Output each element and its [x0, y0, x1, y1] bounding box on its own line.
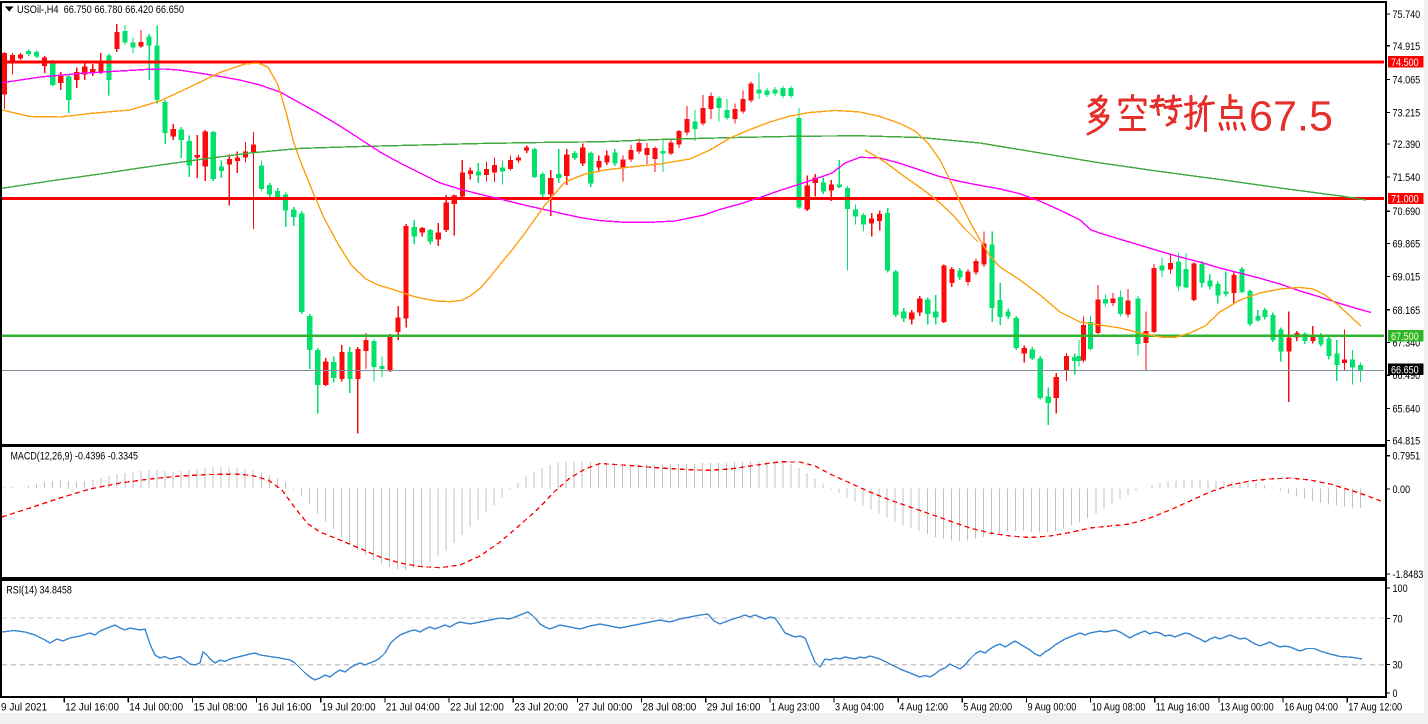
svg-text:64.815: 64.815: [1393, 436, 1421, 448]
svg-text:RSI(14) 34.8458: RSI(14) 34.8458: [6, 585, 72, 597]
svg-text:19 Jul 20:00: 19 Jul 20:00: [322, 702, 376, 714]
svg-text:70: 70: [1393, 614, 1403, 626]
svg-text:17 Aug 12:00: 17 Aug 12:00: [1348, 702, 1402, 714]
svg-text:16 Jul 16:00: 16 Jul 16:00: [258, 702, 312, 714]
svg-text:66.650: 66.650: [1391, 364, 1419, 376]
svg-text:21 Jul 04:00: 21 Jul 04:00: [386, 702, 440, 714]
svg-text:5 Aug 20:00: 5 Aug 20:00: [963, 702, 1012, 714]
svg-text:100: 100: [1393, 583, 1408, 595]
svg-text:67.500: 67.500: [1391, 331, 1419, 343]
svg-text:3 Aug 04:00: 3 Aug 04:00: [835, 702, 884, 714]
svg-text:11 Aug 16:00: 11 Aug 16:00: [1156, 702, 1210, 714]
svg-text:74.065: 74.065: [1393, 75, 1421, 87]
svg-text:27 Jul 00:00: 27 Jul 00:00: [578, 702, 632, 714]
svg-text:71.000: 71.000: [1391, 194, 1419, 206]
svg-text:69.015: 69.015: [1393, 272, 1421, 284]
svg-text:65.640: 65.640: [1393, 403, 1421, 415]
svg-text:4 Aug 12:00: 4 Aug 12:00: [899, 702, 948, 714]
svg-text:13 Aug 00:00: 13 Aug 00:00: [1220, 702, 1274, 714]
svg-text:12 Jul 16:00: 12 Jul 16:00: [65, 702, 119, 714]
svg-text:22 Jul 12:00: 22 Jul 12:00: [450, 702, 504, 714]
svg-text:73.215: 73.215: [1393, 108, 1421, 120]
svg-text:MACD(12,26,9) -0.4396 -0.3345: MACD(12,26,9) -0.4396 -0.3345: [11, 451, 139, 463]
svg-text:29 Jul 16:00: 29 Jul 16:00: [707, 702, 761, 714]
svg-text:74.500: 74.500: [1391, 57, 1419, 69]
svg-text:23 Jul 20:00: 23 Jul 20:00: [514, 702, 568, 714]
svg-text:68.165: 68.165: [1393, 305, 1421, 317]
svg-text:9 Jul 2021: 9 Jul 2021: [1, 702, 47, 714]
svg-text:28 Jul 08:00: 28 Jul 08:00: [643, 702, 697, 714]
svg-text:-1.8483: -1.8483: [1393, 569, 1424, 581]
svg-text:15 Jul 08:00: 15 Jul 08:00: [194, 702, 248, 714]
svg-text:72.390: 72.390: [1393, 139, 1421, 151]
svg-text:71.540: 71.540: [1393, 172, 1421, 184]
svg-text:70.690: 70.690: [1393, 206, 1421, 218]
svg-text:30: 30: [1393, 660, 1403, 672]
svg-text:0.7951: 0.7951: [1393, 451, 1421, 463]
svg-text:67.5: 67.5: [1249, 94, 1333, 141]
svg-text:USOil-,H4 66.750 66.780 66.42: USOil-,H4 66.750 66.780 66.420 66.650: [17, 4, 184, 16]
svg-text:16 Aug 04:00: 16 Aug 04:00: [1284, 702, 1338, 714]
svg-text:9 Aug 00:00: 9 Aug 00:00: [1028, 702, 1077, 714]
svg-text:75.740: 75.740: [1393, 9, 1421, 21]
svg-text:0: 0: [1393, 688, 1398, 700]
svg-text:0.00: 0.00: [1393, 484, 1411, 496]
svg-text:10 Aug 08:00: 10 Aug 08:00: [1092, 702, 1146, 714]
svg-text:14 Jul 00:00: 14 Jul 00:00: [129, 702, 183, 714]
svg-text:1 Aug 23:00: 1 Aug 23:00: [771, 702, 820, 714]
svg-text:69.865: 69.865: [1393, 238, 1421, 250]
svg-text:74.915: 74.915: [1393, 41, 1421, 53]
